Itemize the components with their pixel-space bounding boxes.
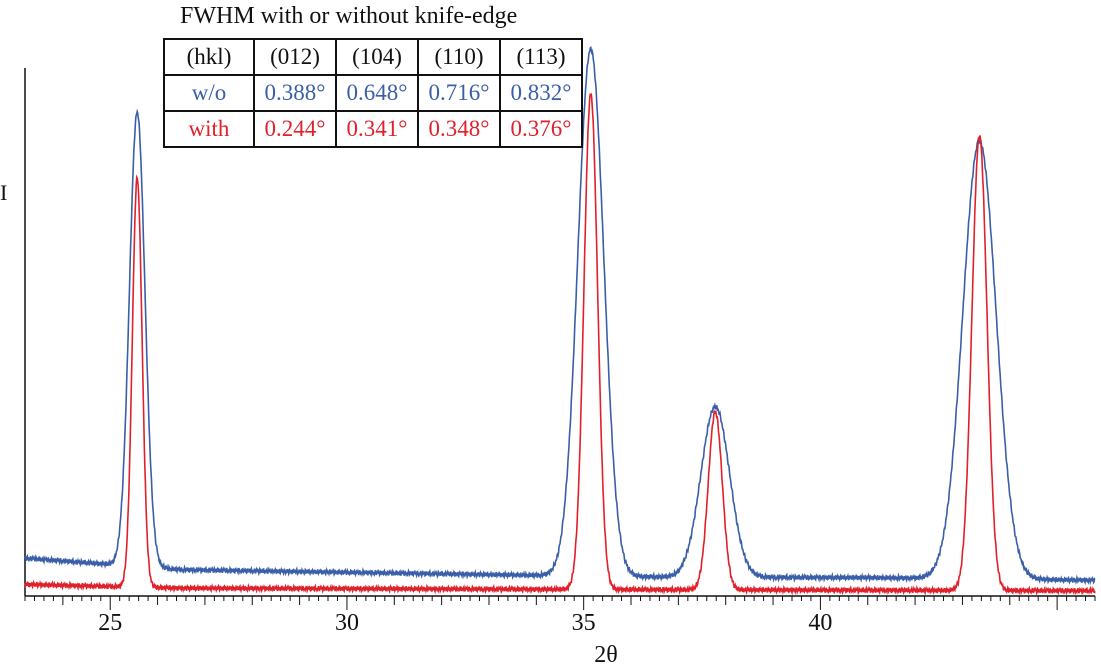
y-axis-label: I [0, 180, 7, 205]
x-tick-label: 25 [98, 610, 122, 636]
header-cell: (104) [335, 38, 419, 76]
header-cell: (012) [253, 38, 337, 76]
x-tick-label: 35 [572, 610, 596, 636]
header-cell: (110) [417, 38, 501, 76]
header-cell: (hkl) [163, 38, 255, 76]
x-tick-label: 40 [808, 610, 832, 636]
x-axis-label: 2θ [594, 642, 618, 668]
header-cell: (113) [499, 38, 583, 76]
fwhm-cell: 0.348° [417, 110, 501, 148]
series-layer [24, 46, 1096, 597]
row-label: w/o [163, 74, 255, 112]
fwhm-cell: 0.376° [499, 110, 583, 148]
series-line-with [24, 93, 1096, 597]
table-header-row: (hkl) (012) (104) (110) (113) [163, 38, 583, 76]
fwhm-cell: 0.832° [499, 74, 583, 112]
axes: 25 30 35 40 [24, 68, 1096, 636]
fwhm-cell: 0.648° [335, 74, 419, 112]
row-label: with [163, 110, 255, 148]
x-tick-label: 30 [335, 610, 359, 636]
table-row-with: with 0.244° 0.341° 0.348° 0.376° [163, 110, 583, 148]
table-row-wo: w/o 0.388° 0.648° 0.716° 0.832° [163, 74, 583, 112]
fwhm-cell: 0.716° [417, 74, 501, 112]
fwhm-cell: 0.388° [253, 74, 337, 112]
fwhm-cell: 0.244° [253, 110, 337, 148]
table-title: FWHM with or without knife-edge [180, 3, 518, 29]
fwhm-cell: 0.341° [335, 110, 419, 148]
series-line-wo [24, 46, 1096, 586]
fwhm-table: (hkl) (012) (104) (110) (113) w/o 0.388°… [163, 38, 583, 148]
